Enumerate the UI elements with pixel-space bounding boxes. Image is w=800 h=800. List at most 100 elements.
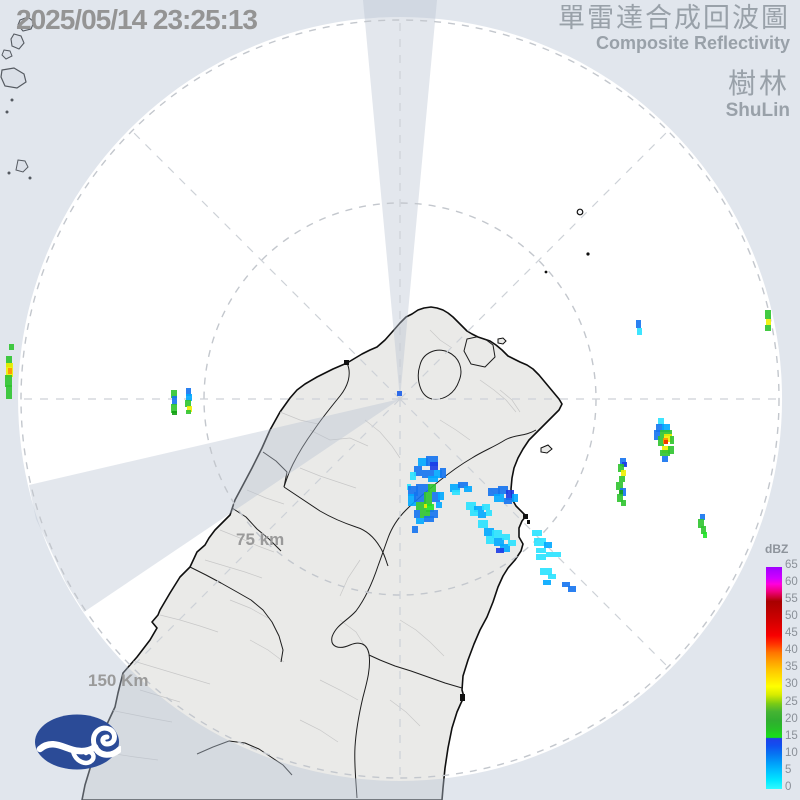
radar-echo [636, 320, 641, 328]
radar-echo [502, 534, 510, 540]
radar-echo [452, 490, 460, 495]
radar-echo [464, 486, 472, 492]
radar-echo [618, 464, 624, 472]
township-boundaries [94, 329, 521, 761]
radar-echo [408, 494, 416, 506]
county-boundaries [189, 335, 537, 799]
radar-echo [410, 472, 416, 480]
radar-echo [172, 396, 177, 405]
radar-echo [619, 476, 625, 482]
ring-150km [20, 19, 780, 779]
wave-icon [36, 725, 121, 766]
china-coast-islet [7, 171, 11, 175]
radar-echo [426, 504, 434, 512]
radar-echo [414, 492, 426, 502]
colorbar-tick: 45 [785, 627, 798, 640]
radar-echo [668, 446, 674, 454]
radar-echo [414, 510, 420, 518]
radar-echo [700, 514, 705, 520]
colorbar-tick: 20 [785, 712, 798, 725]
radar-echo [186, 410, 191, 414]
china-coast-islet [28, 176, 32, 180]
radar-echo [186, 394, 192, 401]
radar-echo [766, 319, 771, 325]
radar-echo [488, 488, 500, 496]
radar-echo [536, 554, 546, 560]
radar-echo [664, 440, 668, 444]
radar-echo [6, 356, 12, 367]
radar-echo [408, 486, 418, 496]
echo-layer [5, 310, 771, 592]
radar-echo [478, 512, 486, 518]
product-title-zh: 單雷達合成回波圖 [558, 3, 790, 33]
colorbar-tick: 50 [785, 610, 798, 623]
islands [0, 16, 590, 701]
colorbar-tick: 35 [785, 661, 798, 674]
station-name-zh: 樹林 [727, 68, 790, 100]
radar-echo [466, 502, 476, 510]
radar-echo [186, 388, 191, 396]
radar-echo [765, 325, 771, 331]
radar-echo [508, 540, 516, 546]
colorbar-tick: 30 [785, 678, 798, 691]
radar-site-marker [397, 391, 402, 396]
title-block: 單雷達合成回波圖 Composite Reflectivity 樹林 ShuLi… [558, 4, 790, 121]
china-coast-islet [10, 98, 14, 102]
radar-echo [470, 510, 478, 516]
china-coast-islet [0, 67, 27, 89]
suao-harbor [523, 514, 528, 519]
radar-echo [658, 418, 664, 425]
china-coast-islet [15, 159, 29, 173]
radar-echo [504, 498, 512, 504]
radar-echo [6, 385, 12, 399]
radar-echo [532, 530, 542, 536]
radar-echo [432, 492, 440, 502]
radar-echo [540, 568, 552, 575]
cwb-logo [35, 714, 121, 770]
china-coast-islet [5, 110, 9, 114]
radar-echo [458, 482, 468, 488]
mianhua-islet [586, 252, 590, 256]
range-ring-150-label: 150 Km [88, 671, 149, 690]
radar-echo [416, 484, 430, 492]
radar-echo [616, 482, 623, 490]
colorbar-tick: 5 [785, 763, 792, 776]
radar-echo [430, 510, 438, 518]
radar-echo [658, 436, 664, 446]
radar-echo [494, 494, 504, 502]
radar-echo [622, 462, 627, 467]
radar-echo [478, 520, 488, 528]
radar-echo [654, 430, 660, 440]
radar-echo [534, 538, 546, 546]
radar-echo [430, 462, 438, 470]
radar-echo [426, 456, 438, 466]
radar-echo [492, 530, 502, 538]
radar-echo [424, 516, 434, 522]
radar-echo [498, 486, 508, 494]
colorbar-tick: 25 [785, 695, 798, 708]
radar-echo [434, 470, 442, 478]
radar-echo [171, 404, 177, 413]
radar-echo [662, 424, 670, 432]
radar-echo [486, 510, 492, 516]
pengjia-islet [576, 208, 584, 216]
china-coast-islet [17, 16, 35, 32]
radar-echo [496, 548, 504, 553]
heping-port [460, 694, 465, 701]
radar-echo [5, 375, 12, 387]
radar-echo [474, 506, 484, 512]
station-name-en: ShuLin [725, 99, 790, 121]
coastline [81, 306, 563, 800]
radar-echo [486, 536, 494, 544]
colorbar-ticks: 65 60 55 50 45 40 35 30 25 20 15 10 5 0 [785, 559, 798, 793]
radar-echo [185, 400, 191, 407]
china-coast-islet [10, 33, 25, 50]
radar-echo [187, 406, 192, 412]
radar-echo [500, 544, 510, 552]
radar-echo [422, 470, 434, 478]
radar-echo [662, 446, 670, 453]
radar-echo [506, 490, 514, 500]
radar-echo [662, 456, 668, 462]
radar-echo [494, 538, 504, 546]
